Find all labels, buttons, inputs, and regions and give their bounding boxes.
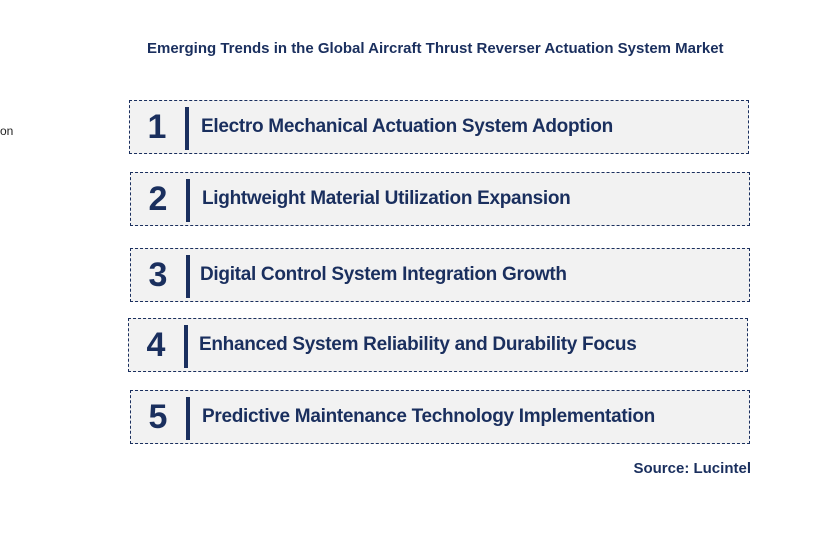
trend-item-3: 3 Digital Control System Integration Gro… — [130, 248, 750, 302]
trend-item-2: 2 Lightweight Material Utilization Expan… — [130, 172, 750, 226]
divider-bar — [186, 255, 190, 298]
trend-number: 2 — [148, 179, 168, 218]
trend-item-1: 1 Electro Mechanical Actuation System Ad… — [129, 100, 749, 154]
trend-item-5: 5 Predictive Maintenance Technology Impl… — [130, 390, 750, 444]
divider-bar — [185, 107, 189, 150]
trend-label: Enhanced System Reliability and Durabili… — [199, 334, 637, 355]
source-note: Source: Lucintel — [633, 460, 751, 477]
trend-item-4: 4 Enhanced System Reliability and Durabi… — [128, 318, 748, 372]
trend-label: Digital Control System Integration Growt… — [200, 264, 567, 285]
clipped-side-text: on — [0, 124, 14, 138]
divider-bar — [186, 397, 190, 440]
trend-number: 5 — [148, 397, 168, 436]
chart-title: Emerging Trends in the Global Aircraft T… — [147, 40, 724, 57]
divider-bar — [186, 179, 190, 222]
trend-label: Predictive Maintenance Technology Implem… — [202, 406, 655, 427]
trend-number: 3 — [148, 255, 168, 294]
trend-label: Lightweight Material Utilization Expansi… — [202, 188, 571, 209]
trend-label: Electro Mechanical Actuation System Adop… — [201, 116, 613, 137]
trend-number: 1 — [147, 107, 167, 146]
divider-bar — [184, 325, 188, 368]
trend-number: 4 — [146, 325, 166, 364]
